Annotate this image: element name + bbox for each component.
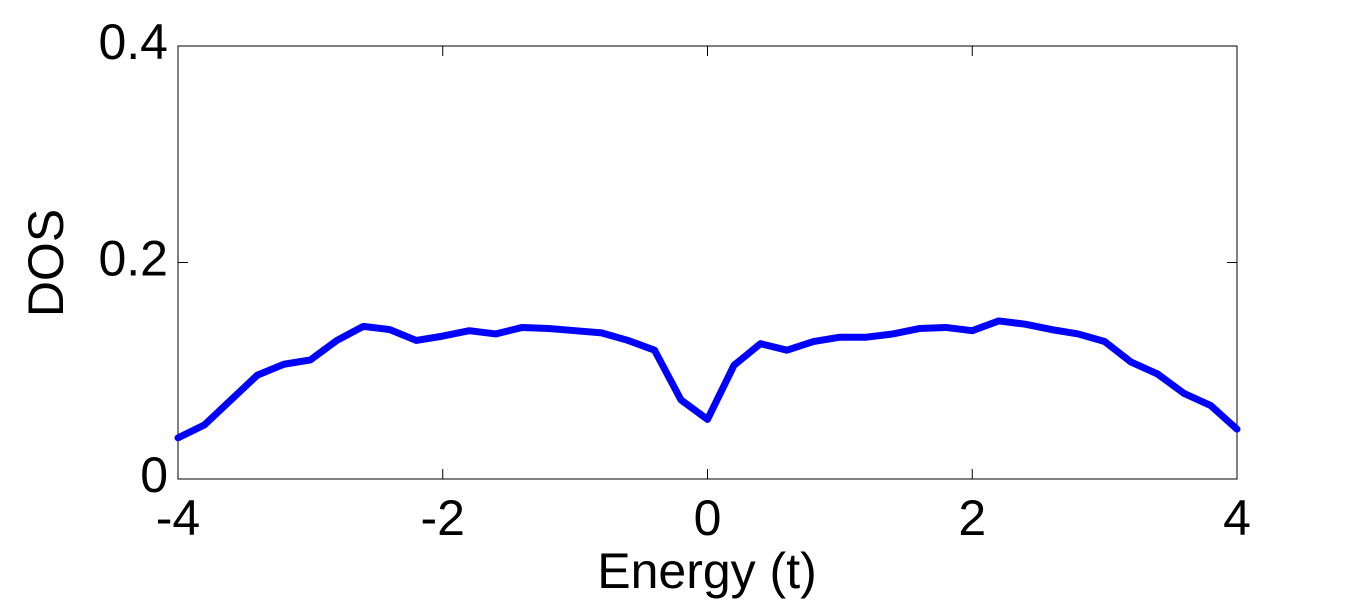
x-tick-label: -2 — [421, 490, 465, 546]
x-tick-label: 2 — [958, 490, 986, 546]
x-tick-label: 0 — [694, 490, 722, 546]
plot-frame — [177, 45, 1238, 480]
y-tick-label: 0.4 — [98, 14, 168, 70]
y-axis-label: DOS — [18, 209, 74, 317]
x-tick-label: 4 — [1223, 490, 1251, 546]
x-axis-label: Energy (t) — [597, 543, 817, 599]
y-tick-label: 0 — [140, 447, 168, 503]
y-tick-label: 0.2 — [98, 231, 168, 287]
line-series — [174, 317, 1241, 442]
x-tick-label: -4 — [156, 490, 200, 546]
